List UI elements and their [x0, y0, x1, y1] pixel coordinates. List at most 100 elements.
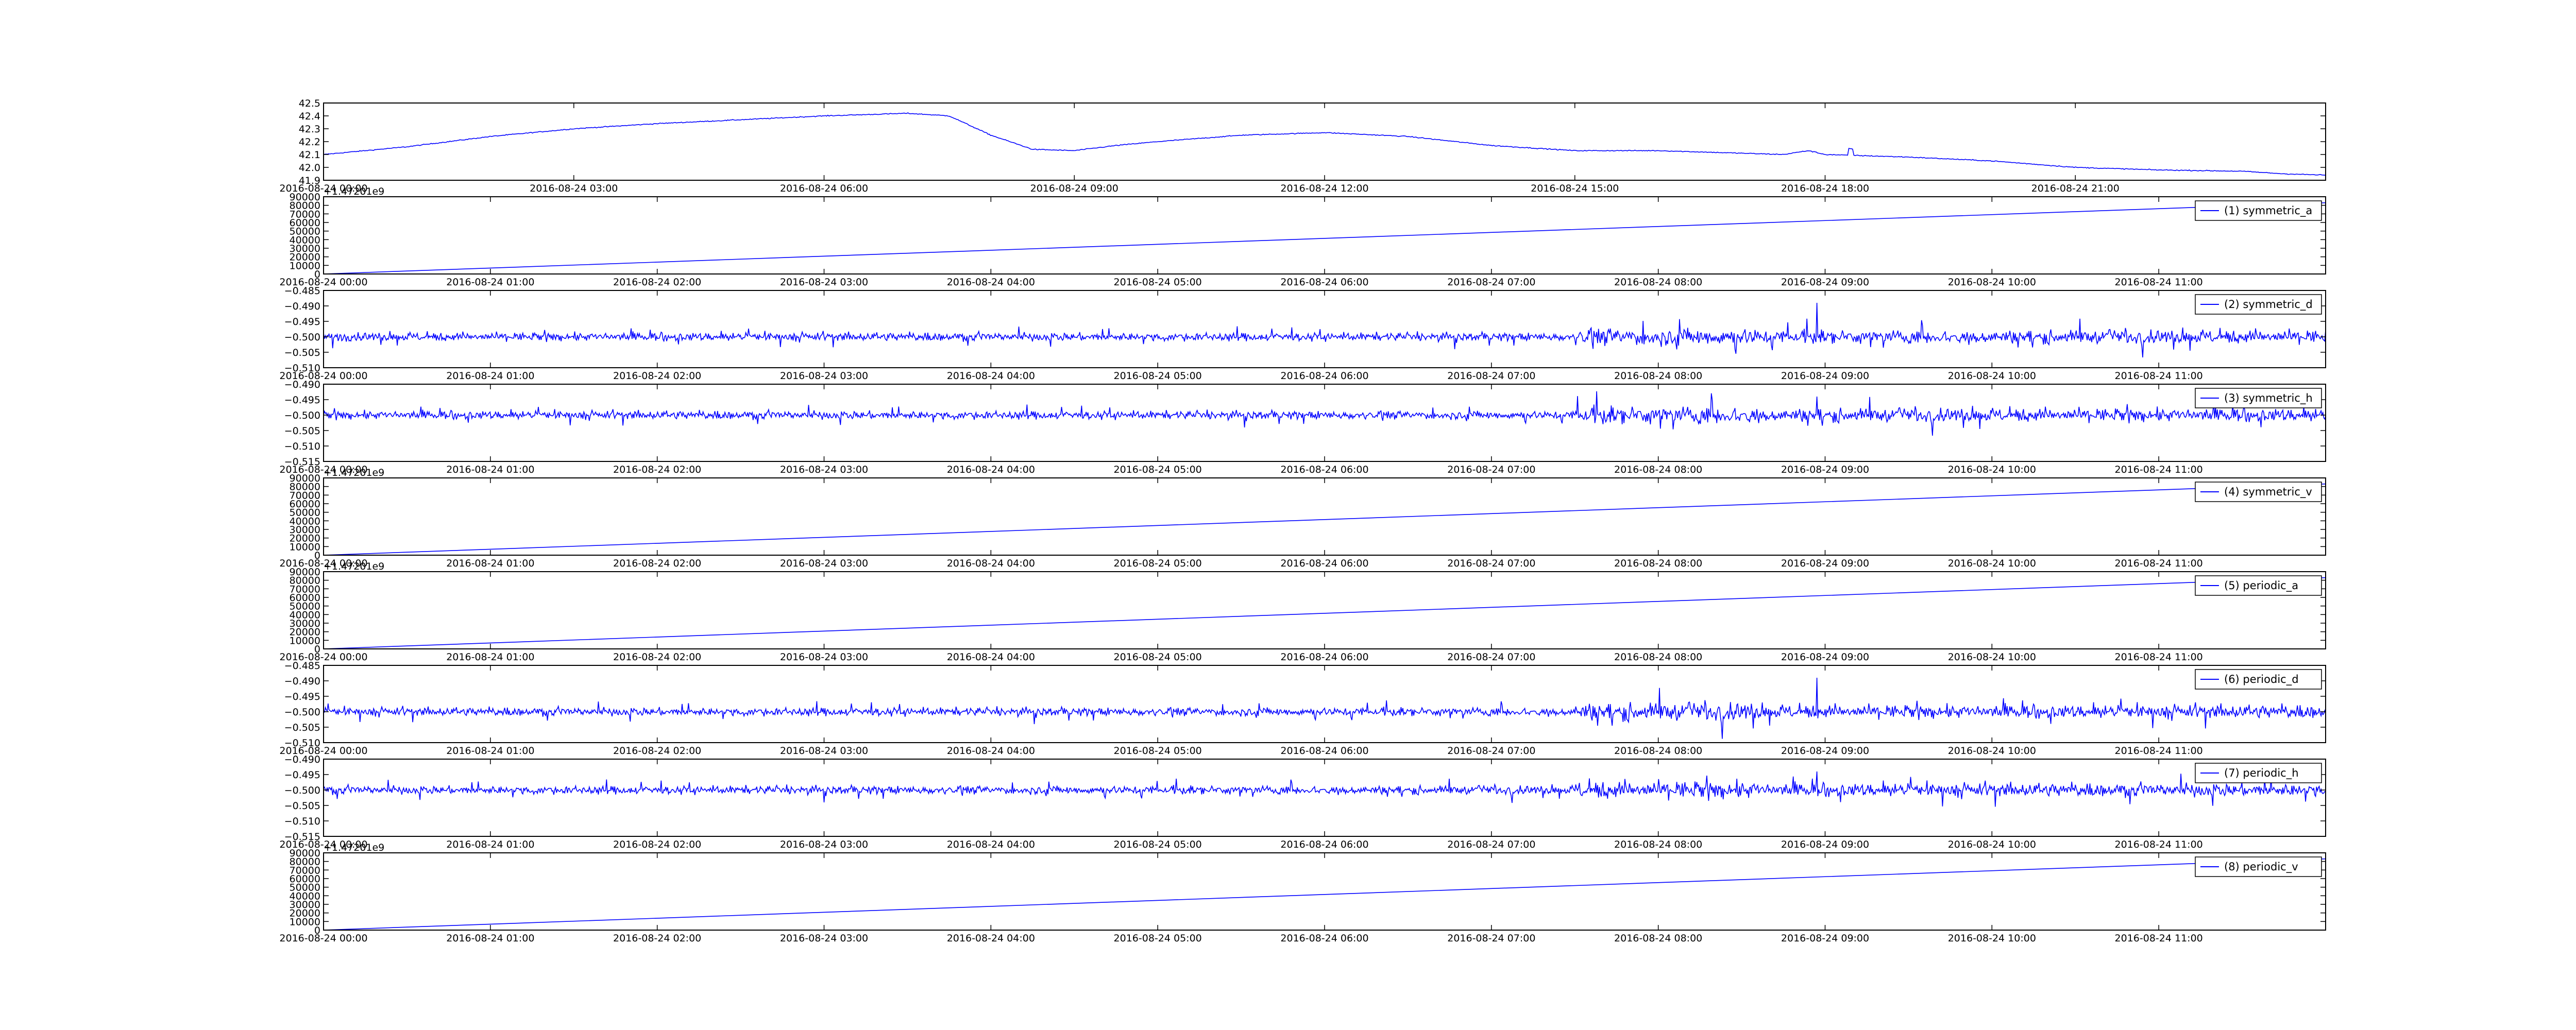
y-tick-label: 10000 — [290, 916, 320, 928]
y-tick-label: 70000 — [290, 583, 320, 595]
y-tick-label: −0.510 — [284, 363, 320, 374]
x-tick-label: 2016-08-24 03:00 — [780, 464, 868, 475]
x-tick-label: 2016-08-24 04:00 — [947, 370, 1035, 382]
x-tick-label: 2016-08-24 05:00 — [1114, 558, 1202, 569]
x-tick-label: 2016-08-24 00:00 — [279, 183, 367, 194]
y-tick-label: −0.500 — [284, 332, 320, 343]
x-tick-label: 2016-08-24 10:00 — [1948, 839, 2036, 850]
y-tick-label: 20000 — [290, 627, 320, 638]
x-tick-label: 2016-08-24 08:00 — [1614, 370, 1702, 382]
x-tick-label: 2016-08-24 07:00 — [1447, 839, 1535, 850]
chart-panel-8: −0.515 −0.510 −0.505 −0.500 −0.495 −0.490 2016… — [279, 754, 2326, 850]
x-tick-label: 2016-08-24 15:00 — [1531, 183, 1619, 194]
y-tick-label: 80000 — [290, 575, 320, 587]
x-tick-label: 2016-08-24 03:00 — [530, 183, 618, 194]
y-tick-label: −0.495 — [284, 769, 320, 781]
x-tick-label: 2016-08-24 00:00 — [279, 651, 367, 663]
x-tick-label: 2016-08-24 06:00 — [1280, 839, 1368, 850]
x-tick-label: 2016-08-24 12:00 — [1280, 183, 1368, 194]
y-tick-label: −0.505 — [284, 347, 320, 358]
x-tick-label: 2016-08-24 07:00 — [1447, 558, 1535, 569]
x-tick-label: 2016-08-24 11:00 — [2115, 839, 2203, 850]
x-tick-label: 2016-08-24 04:00 — [947, 933, 1035, 944]
y-tick-label: −0.505 — [284, 425, 320, 437]
x-tick-label: 2016-08-24 04:00 — [947, 464, 1035, 475]
x-tick-label: 2016-08-24 05:00 — [1114, 464, 1202, 475]
y-tick-label: −0.515 — [284, 831, 320, 843]
y-tick-label: −0.490 — [284, 676, 320, 687]
x-tick-label: 2016-08-24 07:00 — [1447, 933, 1535, 944]
chart-panel-5: 0100002000030000400005000060000700008000… — [279, 467, 2326, 569]
axis-offset-text: +1.47201e9 — [324, 186, 384, 197]
y-tick-label: 70000 — [290, 209, 320, 220]
x-tick-label: 2016-08-24 02:00 — [613, 839, 701, 850]
y-tick-label: −0.485 — [284, 285, 320, 297]
x-tick-label: 2016-08-24 05:00 — [1114, 839, 1202, 850]
legend: (2) symmetric_d — [2195, 294, 2322, 315]
x-tick-label: 2016-08-24 06:00 — [1280, 464, 1368, 475]
x-tick-label: 2016-08-24 09:00 — [1781, 651, 1869, 663]
x-tick-label: 2016-08-24 06:00 — [1280, 370, 1368, 382]
y-tick-label: 42.0 — [299, 162, 320, 174]
x-tick-label: 2016-08-24 05:00 — [1114, 277, 1202, 288]
x-tick-label: 2016-08-24 11:00 — [2115, 933, 2203, 944]
y-tick-label: −0.490 — [284, 379, 320, 390]
x-tick-label: 2016-08-24 02:00 — [613, 464, 701, 475]
axes-frame — [323, 759, 2326, 837]
axis-offset-text: +1.47201e9 — [324, 561, 384, 572]
axis-offset-text: +1.47201e9 — [324, 467, 384, 478]
chart-panel-3: −0.510 −0.505 −0.500 −0.495 −0.490 −0.485 2016… — [279, 285, 2326, 382]
chart-panel-9: 0100002000030000400005000060000700008000… — [279, 842, 2326, 944]
y-tick-label: 60000 — [290, 499, 320, 510]
axes-frame — [323, 665, 2326, 743]
y-tick-label: −0.495 — [284, 394, 320, 406]
series-line — [323, 112, 2326, 176]
chart-panel-7: −0.510 −0.505 −0.500 −0.495 −0.490 −0.485 2016… — [279, 660, 2326, 757]
x-tick-label: 2016-08-24 09:00 — [1781, 277, 1869, 288]
x-tick-label: 2016-08-24 00:00 — [279, 558, 367, 569]
y-tick-label: 20000 — [290, 908, 320, 919]
series-line — [323, 202, 2326, 274]
axis-offset-text: +1.47201e9 — [324, 842, 384, 853]
y-tick-label: 0 — [314, 644, 320, 655]
x-tick-label: 2016-08-24 10:00 — [1948, 277, 2036, 288]
x-tick-label: 2016-08-24 00:00 — [279, 277, 367, 288]
y-tick-label: 42.5 — [299, 98, 320, 109]
chart-panel-4: −0.515 −0.510 −0.505 −0.500 −0.495 −0.490 2016… — [279, 379, 2326, 475]
axes-frame — [323, 477, 2326, 556]
y-tick-label: 42.1 — [299, 149, 320, 161]
x-tick-label: 2016-08-24 08:00 — [1614, 745, 1702, 757]
x-tick-label: 2016-08-24 00:00 — [279, 370, 367, 382]
x-tick-label: 2016-08-24 08:00 — [1614, 933, 1702, 944]
legend-label: (3) symmetric_h — [2224, 392, 2313, 405]
x-tick-label: 2016-08-24 09:00 — [1781, 839, 1869, 850]
y-tick-label: −0.515 — [284, 456, 320, 468]
x-tick-label: 2016-08-24 01:00 — [446, 651, 534, 663]
y-tick-label: 60000 — [290, 873, 320, 885]
chart-panel-1: 41.942.042.142.242.3 42.4 42.5 2016-08-24 0… — [279, 98, 2326, 194]
legend: (5) periodic_a — [2195, 575, 2322, 596]
x-tick-label: 2016-08-24 04:00 — [947, 745, 1035, 757]
y-tick-label: 80000 — [290, 856, 320, 868]
y-tick-label: 50000 — [290, 882, 320, 894]
y-tick-label: 40000 — [290, 890, 320, 902]
x-tick-label: 2016-08-24 03:00 — [780, 933, 868, 944]
x-tick-label: 2016-08-24 05:00 — [1114, 933, 1202, 944]
y-tick-label: 20000 — [290, 533, 320, 544]
legend-label: (8) periodic_v — [2224, 861, 2298, 873]
x-tick-label: 2016-08-24 05:00 — [1114, 651, 1202, 663]
x-tick-label: 2016-08-24 06:00 — [1280, 558, 1368, 569]
x-tick-label: 2016-08-24 00:00 — [279, 839, 367, 850]
y-tick-label: 41.9 — [299, 175, 320, 186]
series-line — [323, 577, 2326, 649]
y-tick-label: 40000 — [290, 609, 320, 621]
y-tick-label: −0.500 — [284, 785, 320, 796]
chart-panel-6: 0100002000030000400005000060000700008000… — [279, 561, 2326, 663]
axes-frame — [323, 384, 2326, 462]
x-tick-label: 2016-08-24 08:00 — [1614, 558, 1702, 569]
legend-label: (5) periodic_a — [2224, 579, 2298, 592]
y-tick-label: 30000 — [290, 524, 320, 536]
x-tick-label: 2016-08-24 08:00 — [1614, 651, 1702, 663]
y-tick-label: 10000 — [290, 260, 320, 271]
x-tick-label: 2016-08-24 00:00 — [279, 933, 367, 944]
